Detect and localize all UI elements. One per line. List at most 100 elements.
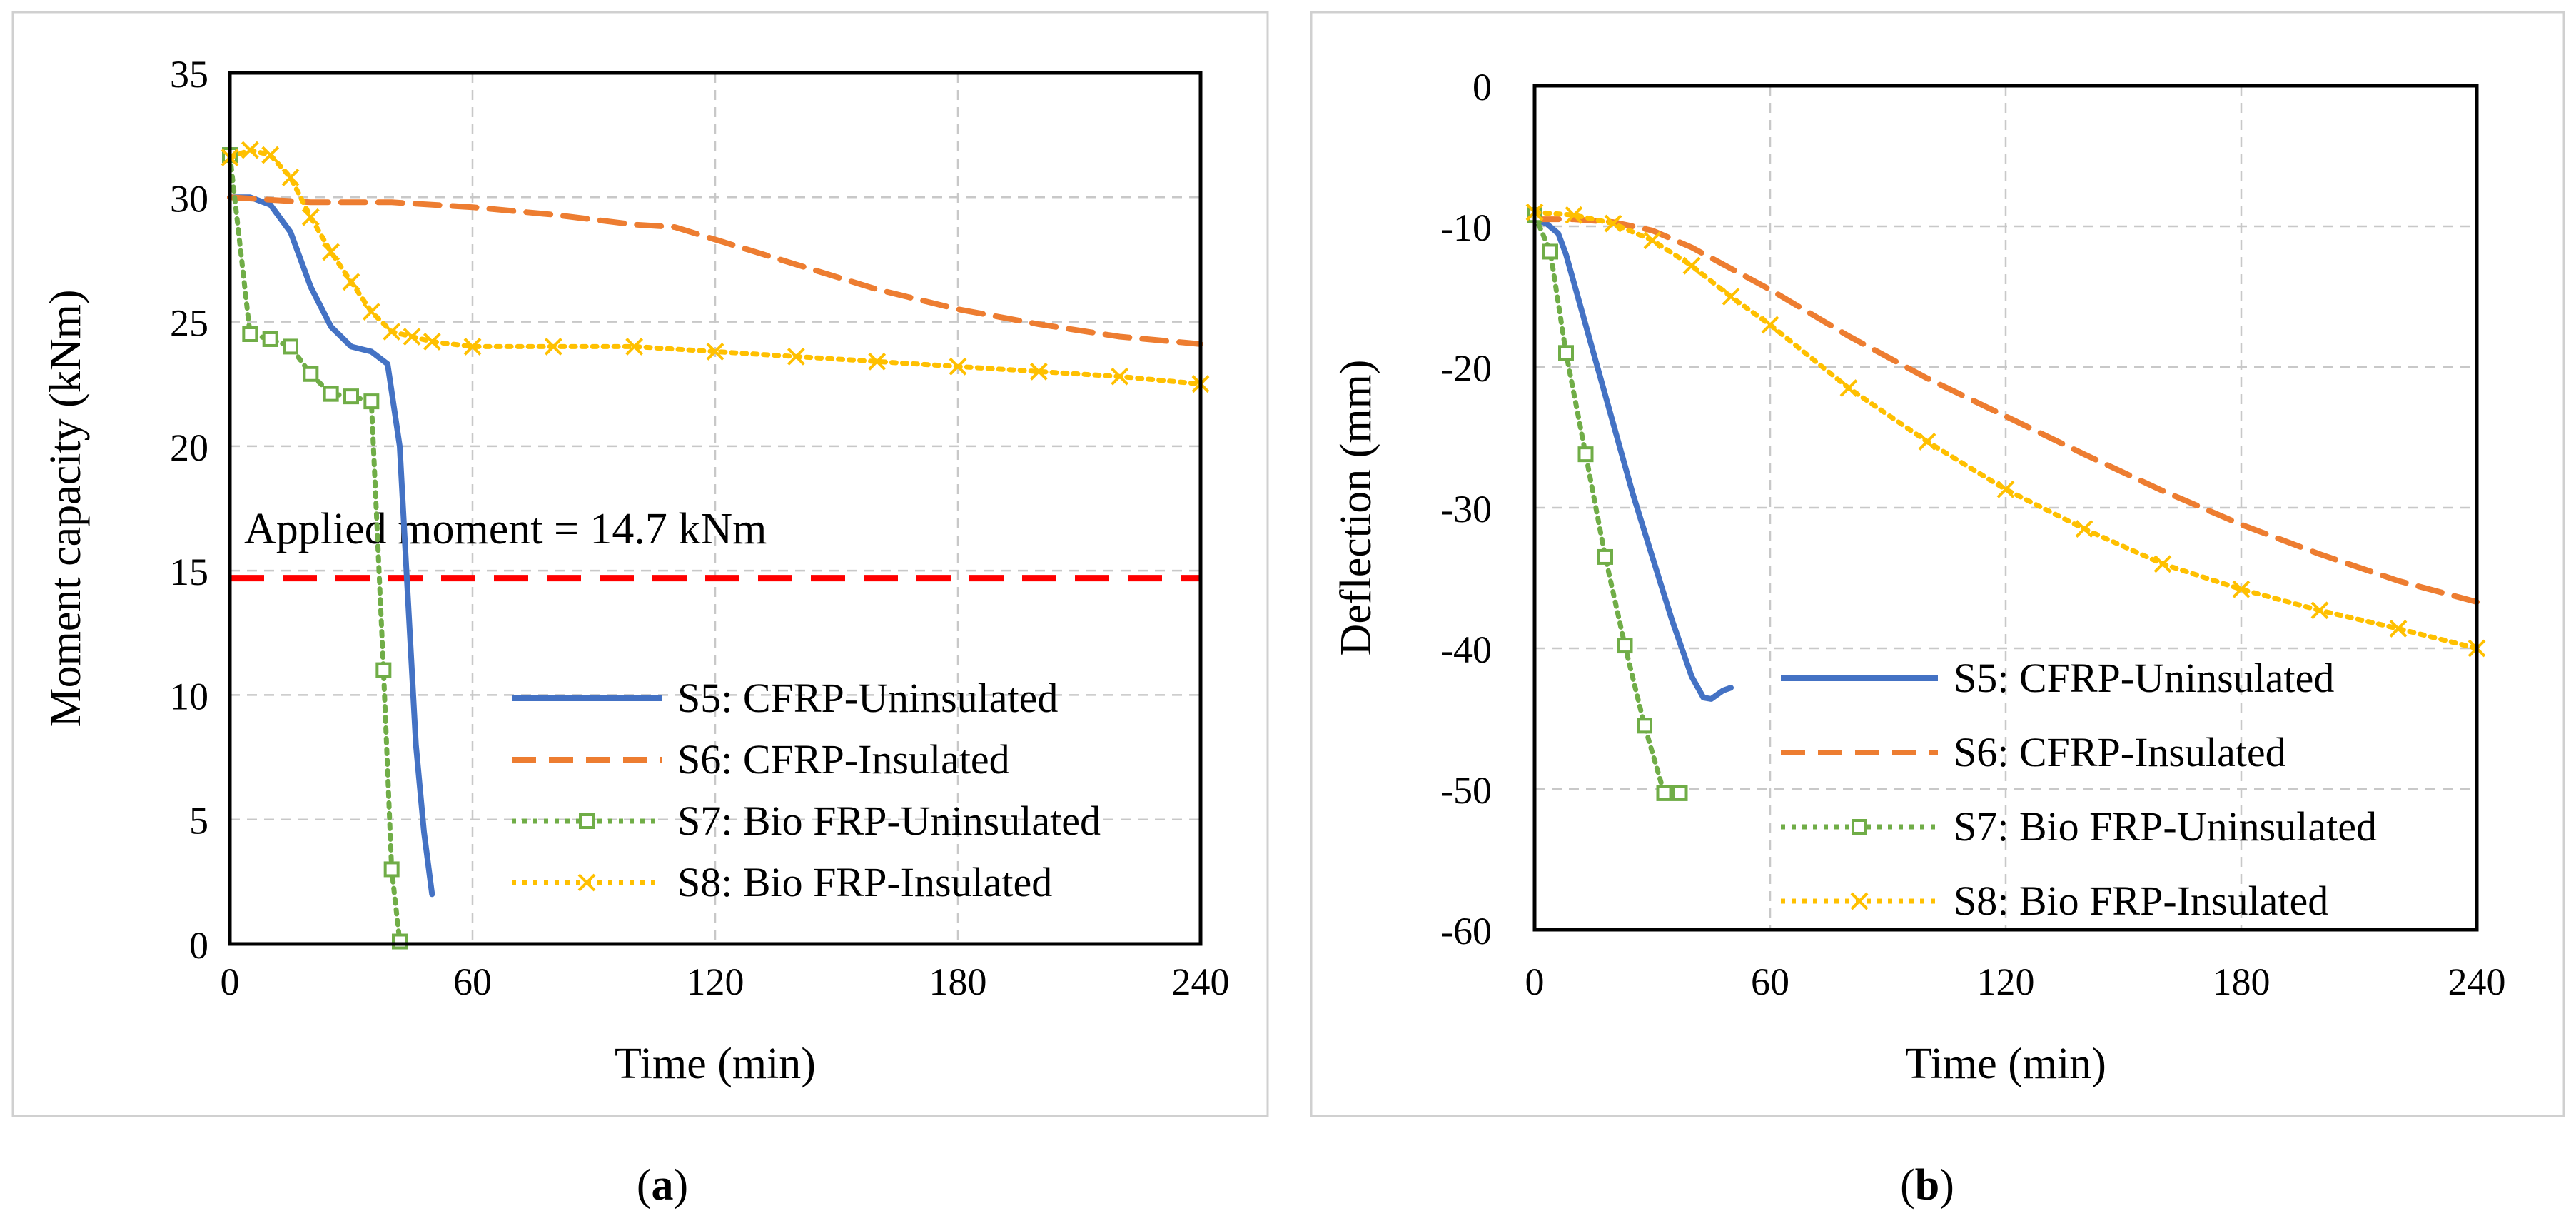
x-tick-label: 0 [1525, 960, 1545, 1003]
legend-label: S8: Bio FRP-Insulated [677, 859, 1052, 905]
y-tick-label: 25 [170, 302, 208, 345]
data-point [1558, 345, 1574, 361]
legend-marker [1852, 819, 1867, 835]
data-point [1597, 548, 1613, 565]
x-tick-label: 180 [929, 960, 987, 1003]
y-tick-label: 20 [170, 426, 208, 469]
series-line [227, 194, 435, 898]
series-line [1532, 209, 2480, 651]
legend-label: S5: CFRP-Uninsulated [677, 675, 1058, 721]
gridlines [1535, 86, 2477, 930]
series-5 [227, 194, 435, 898]
data-point [1111, 367, 1129, 386]
data-point [2075, 520, 2093, 538]
x-tick-label: 240 [2448, 960, 2506, 1003]
data-point [1672, 785, 1688, 801]
x-tick-label: 120 [687, 960, 744, 1003]
y-tick-label: -30 [1440, 488, 1492, 531]
legend-label: S5: CFRP-Uninsulated [1954, 655, 2334, 701]
legend-label: S8: Bio FRP-Insulated [1954, 878, 2328, 924]
data-point [383, 323, 401, 341]
figure-frame [11, 11, 1269, 1117]
panel-a-chart: 0 5 10 15 20 25 30 35 0 60 120 180 240 Time (min) Mome… [11, 11, 1269, 1210]
y-tick-label: 15 [170, 551, 208, 593]
x-tick-label: 60 [1751, 960, 1789, 1003]
data-point [303, 366, 319, 382]
x-tick-label: 0 [221, 960, 240, 1003]
data-point [2232, 580, 2251, 598]
data-point [625, 338, 644, 356]
series-line [227, 194, 1203, 347]
y-tick-label: 10 [170, 675, 208, 718]
data-point [1918, 432, 1936, 451]
x-tick-label: 180 [2213, 960, 2271, 1003]
data-point [242, 326, 258, 342]
legend: S5: CFRP-Uninsulated S6: CFRP-Insulated S7… [1781, 655, 2377, 924]
data-point [392, 933, 408, 950]
data-point [1577, 446, 1594, 463]
data-point [2389, 620, 2408, 638]
data-point [1761, 316, 1779, 334]
series-line [1532, 212, 1682, 796]
legend-label: S7: Bio FRP-Uninsulated [677, 798, 1101, 844]
panel-label: (b) [1900, 1161, 1954, 1210]
series-5 [1532, 216, 1734, 702]
data-point [262, 331, 278, 347]
data-point [322, 243, 340, 261]
y-tick-label: -50 [1440, 769, 1492, 812]
series-8 [221, 141, 1210, 393]
data-point [1604, 214, 1622, 233]
applied-moment-annotation: Applied moment = 14.7 kNm [244, 505, 767, 553]
legend-marker [1850, 892, 1869, 910]
data-point [544, 338, 562, 356]
data-point [343, 388, 359, 405]
legend-label: S6: CFRP-Insulated [1954, 729, 2286, 775]
data-point [463, 338, 482, 356]
data-point [2310, 601, 2329, 620]
data-point [1643, 231, 1662, 250]
panel-b-chart: 0 -10 -20 -30 -40 -50 -60 0 60 120 180 240 Time (min… [1310, 11, 2565, 1210]
x-tick-label: 120 [1977, 960, 2035, 1003]
data-point [1029, 362, 1048, 381]
plot-area-border [1532, 84, 2479, 932]
series-8 [1525, 203, 2486, 658]
gridlines [230, 73, 1201, 944]
y-tick-label: 30 [170, 177, 208, 220]
series-6 [227, 194, 1203, 347]
data-point [281, 168, 300, 186]
series-6 [1532, 216, 2480, 605]
data-point [706, 342, 724, 361]
data-point [283, 338, 298, 355]
data-point [1996, 480, 2015, 498]
legend-label: S6: CFRP-Insulated [677, 736, 1010, 783]
data-point [261, 146, 280, 164]
data-point [2153, 555, 2172, 573]
y-tick-label: 35 [170, 53, 208, 96]
data-point [1682, 256, 1701, 275]
x-tick-label: 60 [453, 960, 492, 1003]
data-point [423, 333, 441, 351]
legend-marker [577, 873, 596, 892]
data-point [363, 393, 380, 410]
series-line [1532, 216, 2480, 605]
y-tick-label: 0 [189, 924, 208, 967]
data-point [403, 328, 421, 346]
data-point [949, 357, 967, 376]
x-axis-label: Time (min) [1905, 1040, 2106, 1088]
data-point [301, 208, 320, 226]
data-point [1565, 206, 1583, 224]
data-point [1656, 785, 1672, 801]
data-point [323, 386, 339, 402]
legend-marker [579, 813, 595, 829]
data-point [787, 347, 805, 366]
series-7 [222, 147, 408, 950]
series-7 [1527, 207, 1688, 801]
y-tick-label: -40 [1440, 628, 1492, 671]
legend-label: S7: Bio FRP-Uninsulated [1954, 803, 2377, 850]
data-point [868, 352, 887, 371]
legend: S5: CFRP-Uninsulated S6: CFRP-Insulated S7… [512, 675, 1101, 905]
panel-label: (a) [637, 1161, 688, 1210]
data-point [241, 141, 259, 159]
data-point [1542, 243, 1558, 260]
